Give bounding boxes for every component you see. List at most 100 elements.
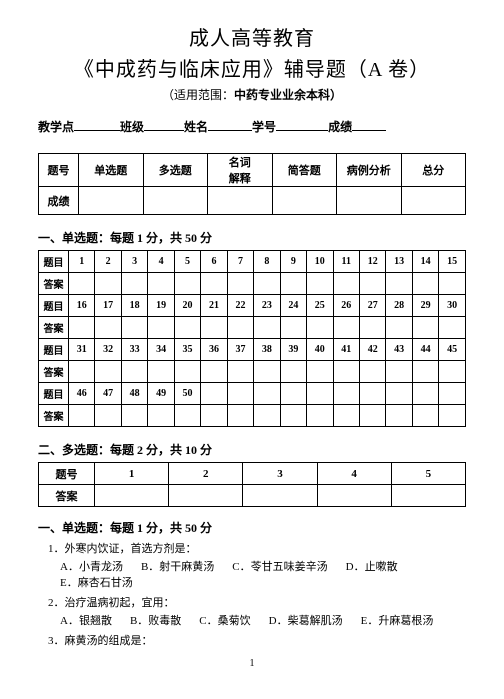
cell-header: 单选题 — [79, 154, 144, 187]
ans-cell[interactable] — [280, 361, 306, 383]
option: B．射干麻黄汤 — [141, 558, 214, 574]
q-num: 50 — [174, 383, 200, 405]
q-num: 17 — [95, 295, 121, 317]
ans-cell[interactable] — [412, 317, 438, 339]
ans-cell[interactable] — [386, 361, 412, 383]
ans-cell[interactable] — [333, 405, 359, 427]
ans-cell[interactable] — [386, 317, 412, 339]
blank-site[interactable] — [74, 117, 120, 131]
ans-cell[interactable] — [227, 273, 253, 295]
score-summary-table: 题号 单选题 多选题 名词 解释 简答题 病例分析 总分 成绩 — [38, 153, 466, 215]
questions-block: 一、单选题：每题 1 分，共 50 分 1．外寒内饮证，首选方剂是： A．小青龙… — [38, 519, 466, 648]
cell-blank[interactable] — [401, 187, 466, 215]
q-num: 1 — [95, 463, 169, 485]
ans-cell[interactable] — [69, 273, 95, 295]
cell-blank[interactable] — [79, 187, 144, 215]
ans-cell[interactable] — [201, 317, 227, 339]
ans-cell[interactable] — [174, 405, 200, 427]
option: C．苓甘五味姜辛汤 — [232, 558, 327, 574]
q-num: 3 — [243, 463, 317, 485]
q-num: 27 — [359, 295, 385, 317]
blank-name[interactable] — [208, 117, 252, 131]
ans-cell[interactable] — [174, 273, 200, 295]
ans-cell[interactable] — [148, 361, 174, 383]
ans-cell[interactable] — [148, 317, 174, 339]
ans-cell[interactable] — [169, 485, 243, 507]
ans-cell[interactable] — [317, 485, 391, 507]
ans-cell[interactable] — [280, 273, 306, 295]
ans-cell[interactable] — [307, 405, 333, 427]
ans-cell[interactable] — [95, 485, 169, 507]
ans-cell[interactable] — [333, 317, 359, 339]
q-num: 1 — [69, 251, 95, 273]
ans-cell[interactable] — [280, 405, 306, 427]
ans-cell[interactable] — [412, 273, 438, 295]
ans-cell[interactable] — [201, 361, 227, 383]
ans-cell[interactable] — [386, 405, 412, 427]
ans-cell[interactable] — [174, 361, 200, 383]
row-label: 答案 — [39, 317, 69, 339]
ans-cell[interactable] — [121, 361, 147, 383]
blank-id[interactable] — [276, 117, 328, 131]
ans-cell[interactable] — [359, 405, 385, 427]
ans-cell[interactable] — [69, 405, 95, 427]
ans-cell[interactable] — [121, 317, 147, 339]
q-num: 9 — [280, 251, 306, 273]
q-num: 21 — [201, 295, 227, 317]
cell-blank[interactable] — [143, 187, 208, 215]
exam-page: 成人高等教育 《中成药与临床应用》辅导题（A 卷） （适用范围：中药专业业余本科… — [0, 0, 504, 679]
ans-cell[interactable] — [243, 485, 317, 507]
ans-cell[interactable] — [201, 273, 227, 295]
ans-cell[interactable] — [254, 405, 280, 427]
questions-heading: 一、单选题：每题 1 分，共 50 分 — [38, 519, 466, 536]
ans-cell[interactable] — [359, 361, 385, 383]
q-num: 26 — [333, 295, 359, 317]
ans-cell[interactable] — [121, 273, 147, 295]
ans-cell[interactable] — [95, 317, 121, 339]
ans-cell[interactable] — [254, 361, 280, 383]
ans-cell[interactable] — [174, 317, 200, 339]
ans-cell[interactable] — [307, 317, 333, 339]
cell-blank[interactable] — [272, 187, 337, 215]
ans-cell[interactable] — [95, 273, 121, 295]
ans-cell[interactable] — [412, 405, 438, 427]
ans-cell[interactable] — [439, 273, 466, 295]
ans-cell[interactable] — [439, 405, 466, 427]
question-3: 3．麻黄汤的组成是： — [48, 632, 466, 648]
ans-cell[interactable] — [307, 361, 333, 383]
q-num: 15 — [439, 251, 466, 273]
ans-cell[interactable] — [95, 405, 121, 427]
ans-cell[interactable] — [69, 361, 95, 383]
ans-cell[interactable] — [227, 317, 253, 339]
ans-cell[interactable] — [201, 405, 227, 427]
q-num: 34 — [148, 339, 174, 361]
ans-cell[interactable] — [254, 273, 280, 295]
ans-cell[interactable] — [333, 273, 359, 295]
ans-cell[interactable] — [391, 485, 465, 507]
cell-blank[interactable] — [337, 187, 402, 215]
ans-cell[interactable] — [121, 405, 147, 427]
q-num: 18 — [121, 295, 147, 317]
blank-class[interactable] — [144, 117, 184, 131]
subtitle-bold: 中药专业业余本科） — [234, 88, 342, 102]
ans-cell[interactable] — [254, 317, 280, 339]
ans-cell[interactable] — [95, 361, 121, 383]
ans-cell[interactable] — [148, 405, 174, 427]
ans-cell[interactable] — [386, 273, 412, 295]
ans-cell[interactable] — [412, 361, 438, 383]
ans-cell[interactable] — [359, 273, 385, 295]
ans-cell[interactable] — [227, 361, 253, 383]
blank-score[interactable] — [352, 117, 386, 131]
cell-blank[interactable] — [208, 187, 273, 215]
ans-cell[interactable] — [439, 361, 466, 383]
ans-cell[interactable] — [333, 361, 359, 383]
ans-cell[interactable] — [307, 273, 333, 295]
ans-cell[interactable] — [280, 317, 306, 339]
q-num: 42 — [359, 339, 385, 361]
ans-cell[interactable] — [439, 317, 466, 339]
q-num: 12 — [359, 251, 385, 273]
ans-cell[interactable] — [227, 405, 253, 427]
ans-cell[interactable] — [69, 317, 95, 339]
ans-cell[interactable] — [148, 273, 174, 295]
ans-cell[interactable] — [359, 317, 385, 339]
